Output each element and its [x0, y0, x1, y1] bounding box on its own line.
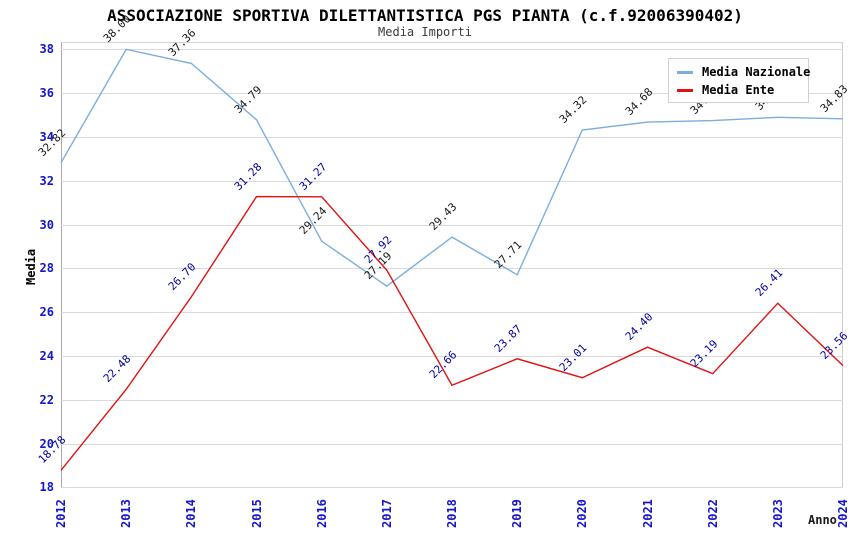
y-tick-label: 36	[39, 86, 54, 101]
x-tick-label: 2024	[836, 499, 850, 528]
y-tick-label: 20	[39, 436, 54, 451]
y-tick-label: 32	[39, 173, 54, 188]
y-axis-title: Media	[24, 248, 38, 285]
chart-subtitle: Media Importi	[378, 25, 472, 39]
legend-label: Media Nazionale	[702, 65, 811, 79]
y-tick-label: 26	[39, 305, 54, 320]
gridline	[61, 487, 843, 489]
y-tick-label: 30	[39, 217, 54, 232]
y-tick-label: 22	[39, 392, 54, 407]
x-tick-label: 2018	[445, 499, 459, 528]
plot-area	[61, 42, 843, 488]
legend: Media Nazionale Media Ente	[668, 58, 810, 103]
legend-line-swatch-blue	[677, 70, 693, 74]
legend-line-swatch-red	[677, 88, 693, 92]
x-tick-label: 2019	[510, 499, 525, 528]
y-tick-label: 28	[39, 261, 54, 276]
chart-title: ASSOCIAZIONE SPORTIVA DILETTANTISTICA PG…	[107, 6, 743, 25]
x-axis-title: Anno	[808, 513, 837, 527]
x-tick-label: 2022	[705, 499, 720, 528]
legend-item-media-ente: Media Ente	[677, 82, 800, 98]
gridline	[61, 443, 843, 445]
x-tick-label: 2016	[314, 499, 329, 528]
y-tick-label: 18	[39, 480, 54, 495]
x-tick-label: 2012	[54, 499, 68, 528]
gridline	[61, 224, 843, 226]
x-tick-label: 2014	[184, 499, 199, 528]
gridline	[61, 399, 843, 401]
gridline	[61, 137, 843, 138]
legend-label: Media Ente	[702, 83, 775, 97]
x-tick-label: 2023	[770, 499, 785, 528]
gridline	[61, 180, 843, 182]
x-tick-label: 2015	[249, 499, 264, 528]
legend-item-media-nazionale: Media Nazionale	[677, 64, 810, 80]
y-tick-label: 34	[39, 130, 54, 144]
y-tick-label: 24	[39, 349, 54, 363]
x-tick-label: 2017	[379, 499, 394, 528]
x-tick-label: 2020	[575, 499, 590, 528]
gridline	[61, 268, 843, 270]
x-tick-label: 2021	[640, 499, 655, 528]
x-tick-label: 2013	[119, 499, 134, 528]
gridline	[61, 312, 843, 314]
y-tick-label: 38	[39, 42, 54, 57]
